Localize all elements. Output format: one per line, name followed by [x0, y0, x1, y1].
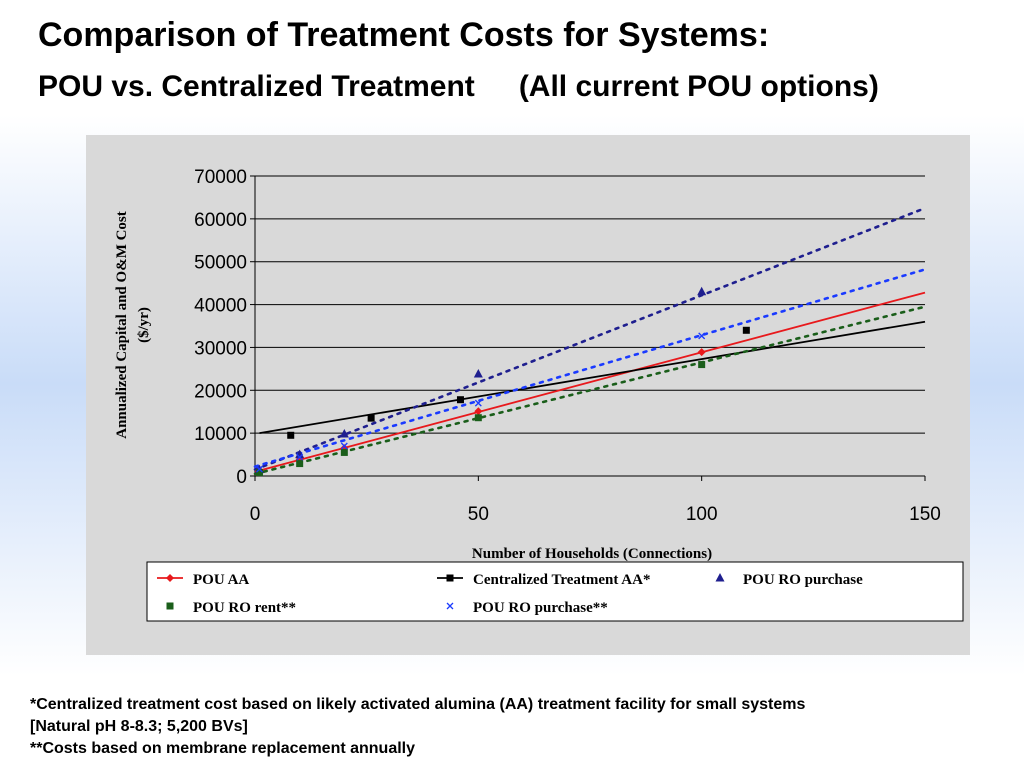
y-tick-label: 10000	[194, 424, 247, 445]
point-series-3	[255, 469, 263, 477]
x-tick-label: 150	[909, 504, 941, 525]
footnotes: *Centralized treatment cost based on lik…	[30, 694, 1010, 760]
legend-marker	[446, 574, 454, 582]
subtitle-right: (All current POU options)	[518, 70, 879, 103]
point-series-2	[339, 429, 349, 438]
y-tick-label: 20000	[194, 381, 247, 402]
legend-label: POU AA	[193, 572, 249, 588]
point-series-4	[256, 465, 263, 473]
chart: 0 10000 20000 30000 40000 50000 60000 70000 0 50 1…	[114, 167, 964, 622]
point-series-1	[367, 414, 375, 422]
point-series-4	[340, 442, 348, 450]
legend-marker	[715, 573, 725, 582]
y-tick-label: 60000	[194, 210, 247, 231]
x-axis-label: Number of Households (Connections)	[472, 546, 712, 562]
legend-label: POU RO rent**	[193, 600, 296, 616]
y-tick-label: 0	[236, 467, 247, 488]
y-tick-label: 30000	[194, 338, 247, 359]
point-series-3	[296, 460, 304, 468]
point-series-3	[474, 414, 482, 422]
point-series-2	[295, 449, 305, 459]
x-tick-label: 0	[250, 504, 261, 525]
trendline-series-4	[253, 268, 927, 468]
point-series-4	[698, 332, 706, 340]
x-tick-label: 50	[468, 504, 489, 525]
trendline-series-3	[253, 305, 927, 476]
trendline-series-1	[259, 320, 926, 435]
point-series-1	[287, 431, 295, 439]
trendline-series-0	[254, 291, 926, 473]
trendline-series-2	[253, 206, 927, 471]
y-axis-label: Annualized Capital and O&M Cost ($/yr)	[114, 211, 152, 439]
chart-panel: 0 10000 20000 30000 40000 50000 60000 70000 0 50 1…	[86, 135, 970, 655]
page-title: Comparison of Treatment Costs for System…	[38, 16, 770, 54]
legend-marker	[166, 602, 174, 610]
y-tick-label: 50000	[194, 253, 247, 274]
footnote-1: *Centralized treatment cost based on lik…	[30, 696, 806, 713]
legend-marker	[166, 574, 174, 582]
point-series-1	[456, 396, 464, 404]
point-series-3	[340, 448, 348, 456]
point-series-3	[698, 361, 706, 369]
footnote-3: **Costs based on membrane replacement an…	[30, 740, 416, 757]
x-tick-label: 100	[686, 504, 718, 525]
legend-label: POU RO purchase**	[473, 600, 608, 616]
point-series-2	[697, 286, 707, 296]
point-series-4	[474, 399, 482, 407]
legend-marker	[446, 602, 454, 610]
footnote-2: [Natural pH 8-8.3; 5,200 BVs]	[30, 718, 248, 735]
point-series-1	[742, 326, 750, 334]
point-series-0	[697, 348, 706, 357]
subtitle-left: POU vs. Centralized Treatment	[38, 70, 475, 103]
legend-box	[146, 561, 964, 622]
page-subtitle: POU vs. Centralized Treatment (All curren…	[38, 70, 879, 104]
legend-label: POU RO purchase	[743, 572, 863, 588]
y-tick-label: 40000	[194, 296, 247, 317]
point-series-2	[473, 369, 483, 378]
y-tick-label: 70000	[194, 167, 247, 188]
point-series-0	[474, 407, 483, 416]
legend-label: Centralized Treatment AA*	[473, 572, 650, 588]
point-series-4	[296, 453, 304, 461]
